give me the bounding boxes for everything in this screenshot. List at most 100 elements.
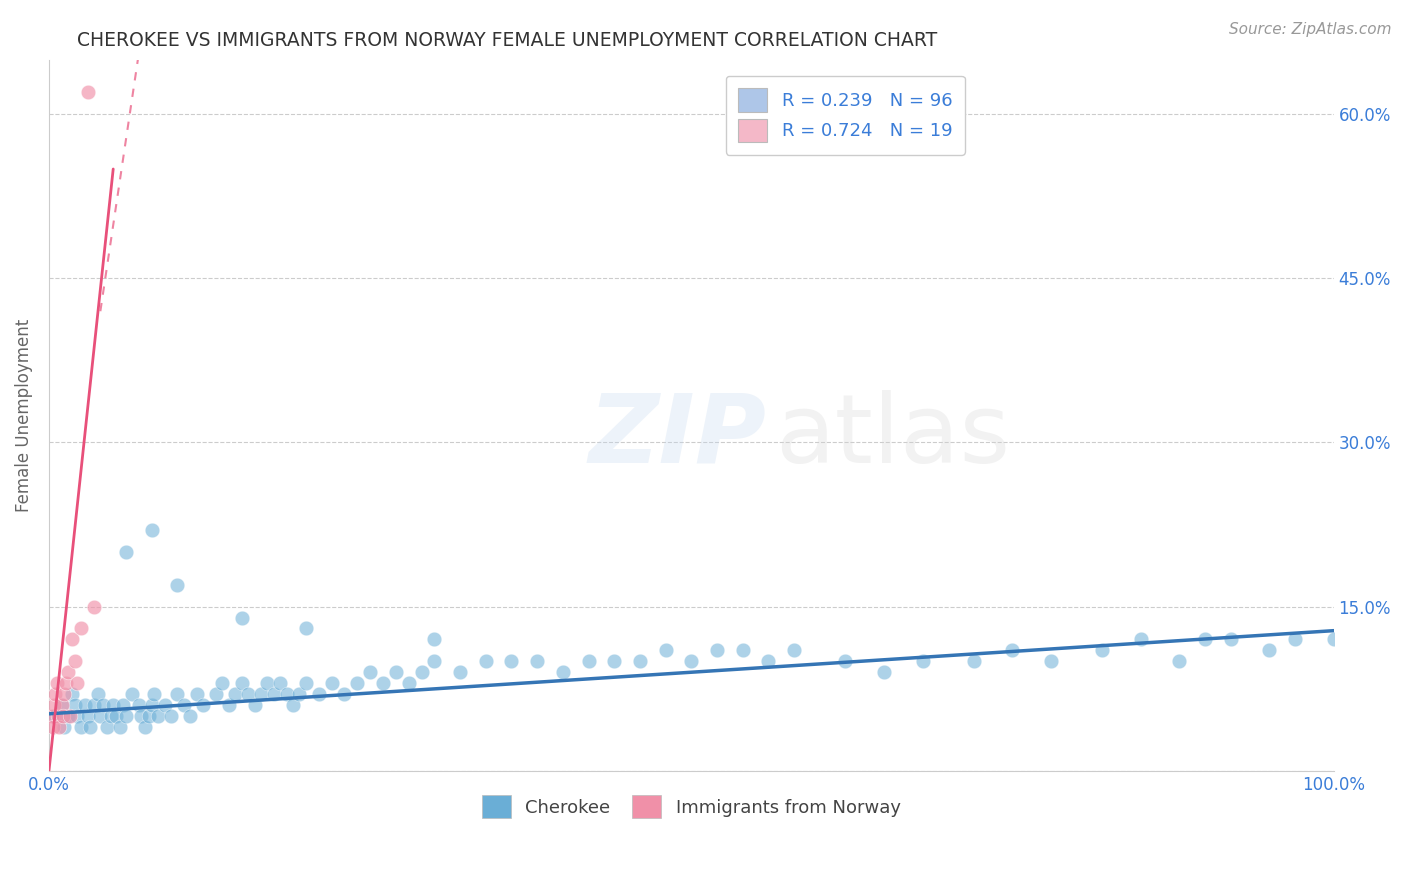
- Point: [42, 698, 65, 712]
- Point: [256, 676, 278, 690]
- Point: [281, 698, 304, 712]
- Point: [359, 665, 381, 680]
- Point: [308, 687, 330, 701]
- Point: [41, 709, 63, 723]
- Point: [83, 599, 105, 614]
- Point: [398, 676, 420, 690]
- Point: [48, 720, 70, 734]
- Legend: Cherokee, Immigrants from Norway: Cherokee, Immigrants from Norway: [475, 788, 908, 826]
- Point: [243, 698, 266, 712]
- Point: [51, 698, 73, 712]
- Point: [385, 665, 408, 680]
- Point: [423, 632, 446, 647]
- Point: [66, 709, 89, 723]
- Point: [45, 676, 67, 690]
- Point: [231, 676, 253, 690]
- Point: [51, 698, 73, 712]
- Point: [551, 665, 574, 680]
- Point: [141, 523, 163, 537]
- Point: [1001, 643, 1024, 657]
- Point: [681, 654, 703, 668]
- Point: [1040, 654, 1063, 668]
- Point: [70, 622, 93, 636]
- Point: [63, 698, 86, 712]
- Point: [55, 676, 77, 690]
- Point: [131, 709, 153, 723]
- Point: [138, 709, 160, 723]
- Point: [173, 698, 195, 712]
- Point: [758, 654, 780, 668]
- Point: [333, 687, 356, 701]
- Point: [873, 665, 896, 680]
- Point: [1129, 632, 1152, 647]
- Point: [58, 709, 80, 723]
- Point: [911, 654, 934, 668]
- Point: [112, 698, 135, 712]
- Point: [250, 687, 273, 701]
- Text: ZIP: ZIP: [589, 390, 766, 483]
- Point: [44, 709, 66, 723]
- Point: [449, 665, 471, 680]
- Point: [42, 720, 65, 734]
- Point: [1219, 632, 1241, 647]
- Point: [501, 654, 523, 668]
- Point: [654, 643, 676, 657]
- Point: [628, 654, 651, 668]
- Point: [115, 545, 138, 559]
- Point: [87, 687, 110, 701]
- Y-axis label: Female Unemployment: Female Unemployment: [15, 318, 32, 512]
- Point: [1194, 632, 1216, 647]
- Point: [46, 709, 69, 723]
- Point: [276, 687, 298, 701]
- Point: [91, 698, 114, 712]
- Point: [52, 709, 75, 723]
- Point: [73, 698, 96, 712]
- Point: [141, 698, 163, 712]
- Point: [100, 709, 122, 723]
- Point: [191, 698, 214, 712]
- Point: [218, 698, 240, 712]
- Point: [108, 720, 131, 734]
- Point: [783, 643, 806, 657]
- Point: [166, 578, 188, 592]
- Text: CHEROKEE VS IMMIGRANTS FROM NORWAY FEMALE UNEMPLOYMENT CORRELATION CHART: CHEROKEE VS IMMIGRANTS FROM NORWAY FEMAL…: [77, 31, 938, 50]
- Point: [60, 632, 83, 647]
- Point: [63, 654, 86, 668]
- Text: Source: ZipAtlas.com: Source: ZipAtlas.com: [1229, 22, 1392, 37]
- Point: [186, 687, 208, 701]
- Point: [70, 720, 93, 734]
- Point: [1258, 643, 1281, 657]
- Point: [1091, 643, 1114, 657]
- Point: [166, 687, 188, 701]
- Point: [474, 654, 496, 668]
- Point: [288, 687, 311, 701]
- Point: [179, 709, 201, 723]
- Point: [269, 676, 291, 690]
- Point: [96, 720, 118, 734]
- Point: [143, 687, 166, 701]
- Point: [128, 698, 150, 712]
- Point: [76, 86, 98, 100]
- Point: [205, 687, 228, 701]
- Point: [146, 709, 169, 723]
- Point: [60, 687, 83, 701]
- Point: [731, 643, 754, 657]
- Point: [231, 610, 253, 624]
- Point: [58, 709, 80, 723]
- Point: [321, 676, 343, 690]
- Point: [346, 676, 368, 690]
- Point: [53, 687, 76, 701]
- Point: [295, 622, 318, 636]
- Point: [104, 709, 127, 723]
- Point: [115, 709, 138, 723]
- Point: [526, 654, 548, 668]
- Point: [236, 687, 259, 701]
- Point: [53, 720, 76, 734]
- Point: [153, 698, 176, 712]
- Point: [371, 676, 394, 690]
- Point: [76, 709, 98, 723]
- Point: [295, 676, 318, 690]
- Point: [211, 676, 233, 690]
- Point: [79, 720, 101, 734]
- Point: [578, 654, 600, 668]
